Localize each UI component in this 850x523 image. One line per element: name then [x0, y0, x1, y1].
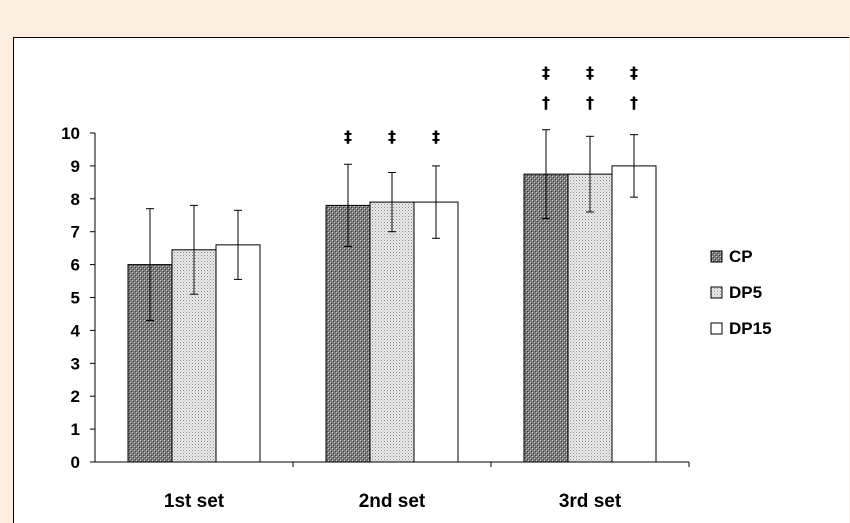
- significance-marker: ‡: [630, 63, 638, 82]
- x-category-label: 2nd set: [359, 491, 426, 512]
- y-tick-label: 6: [71, 256, 80, 275]
- y-tick-label: 9: [71, 157, 80, 176]
- legend: CP DP5 DP15: [710, 247, 772, 338]
- bar-dp5: [369, 201, 415, 463]
- bar-cp: [523, 173, 569, 463]
- y-tick-label: 7: [71, 223, 80, 242]
- y-tick-label: 1: [71, 420, 80, 439]
- bar-dp15: [611, 165, 657, 463]
- bar-dp5: [567, 173, 613, 463]
- significance-marker: ‡: [586, 63, 594, 82]
- y-tick-label: 5: [71, 289, 80, 308]
- significance-marker: †: [586, 93, 594, 112]
- x-category-label: 3rd set: [559, 491, 622, 512]
- bar-dp15: [215, 244, 261, 463]
- significance-marker: ‡: [542, 63, 550, 82]
- y-tick-label: 3: [71, 354, 80, 373]
- significance-marker: ‡: [388, 127, 396, 146]
- bar-dp15: [413, 201, 459, 463]
- y-tick-label: 10: [61, 124, 80, 143]
- bar-cp: [325, 204, 371, 463]
- legend-swatch-dp5: [710, 286, 723, 299]
- legend-swatch-cp: [710, 250, 723, 263]
- x-category-label: 1st set: [164, 491, 225, 512]
- legend-label-dp15: DP15: [729, 319, 772, 338]
- legend-label-cp: CP: [729, 247, 753, 266]
- significance-marker: †: [542, 93, 550, 112]
- significance-marker: ‡: [344, 127, 352, 146]
- bars-layer: ‡ ‡ ‡ ‡ † ‡ † ‡ †: [127, 63, 657, 463]
- legend-label-dp5: DP5: [729, 283, 762, 302]
- significance-marker: †: [630, 93, 638, 112]
- y-tick-label: 8: [71, 190, 80, 209]
- y-tick-label: 0: [71, 453, 80, 472]
- y-tick-label: 4: [71, 321, 81, 340]
- y-tick-label: 2: [71, 387, 80, 406]
- significance-marker: ‡: [432, 127, 440, 146]
- legend-swatch-dp15: [710, 322, 723, 335]
